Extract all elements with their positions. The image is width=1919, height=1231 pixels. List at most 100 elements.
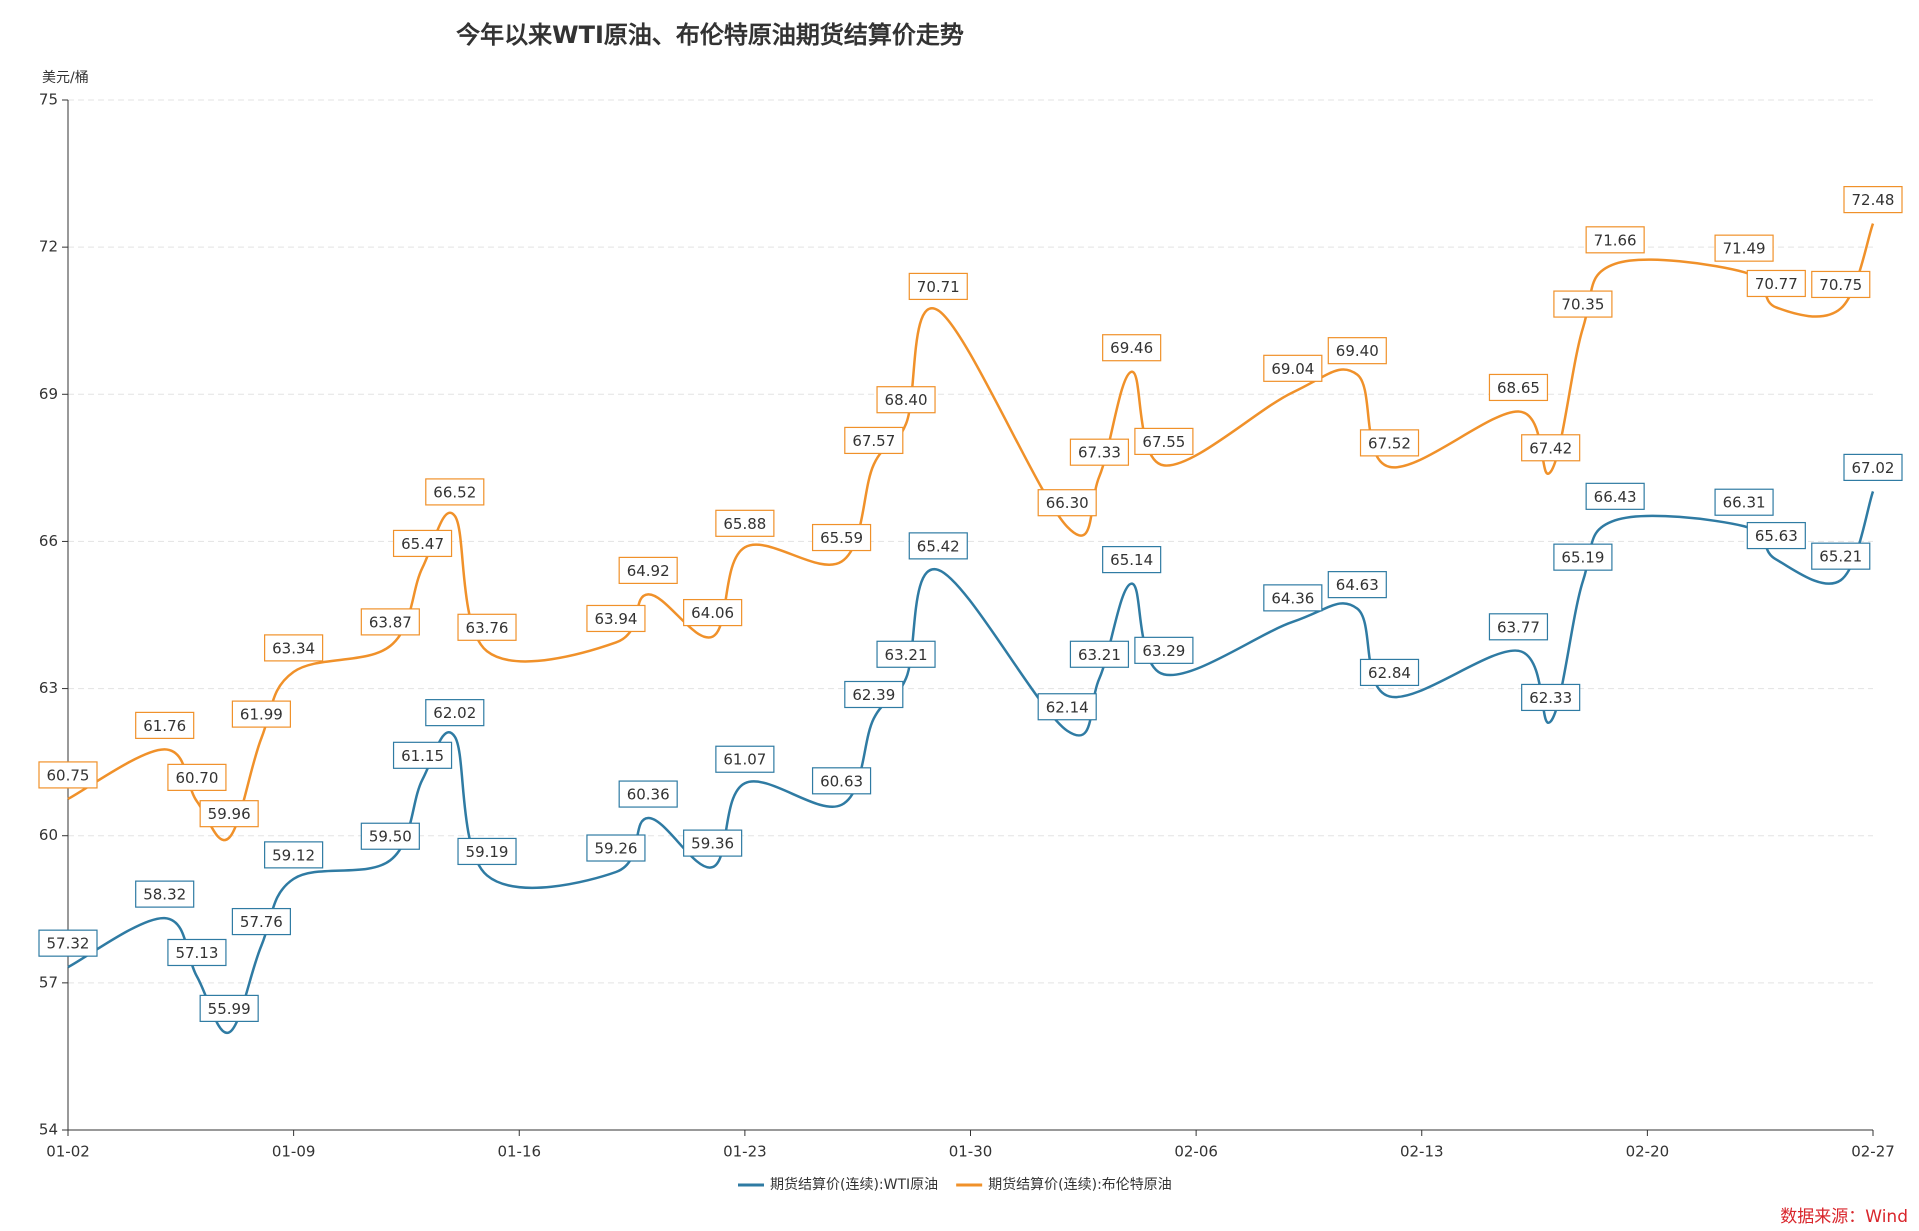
data-label-box xyxy=(425,699,485,727)
data-label: 64.92 xyxy=(627,562,670,580)
data-label: 63.21 xyxy=(1078,646,1121,664)
data-label-box xyxy=(264,634,324,662)
data-label-box xyxy=(1134,636,1194,664)
data-label-box xyxy=(392,529,453,558)
x-tick-label: 01-30 xyxy=(949,1143,993,1161)
y-tick-label: 72 xyxy=(39,238,58,256)
data-label-box xyxy=(360,822,420,850)
data-label-box xyxy=(1521,683,1581,712)
data-label: 62.02 xyxy=(433,704,476,722)
data-label-box xyxy=(38,761,98,789)
data-label: 59.12 xyxy=(272,846,315,864)
data-label: 57.13 xyxy=(175,944,218,962)
data-label: 61.76 xyxy=(143,717,186,735)
data-label: 60.75 xyxy=(47,766,90,784)
data-label: 65.42 xyxy=(917,537,960,555)
data-label: 59.19 xyxy=(466,843,509,861)
data-label-box xyxy=(1843,186,1903,214)
data-label: 59.26 xyxy=(594,840,637,858)
data-label-box xyxy=(1746,269,1806,298)
data-label: 57.76 xyxy=(240,913,283,931)
data-label-box xyxy=(199,994,259,1022)
data-label: 68.40 xyxy=(885,391,928,409)
data-label: 60.36 xyxy=(627,786,670,804)
data-label: 67.57 xyxy=(852,432,895,450)
data-label-box xyxy=(1488,613,1549,641)
data-label-box xyxy=(199,800,259,828)
data-label: 67.33 xyxy=(1078,444,1121,462)
x-tick-label: 01-09 xyxy=(272,1143,316,1161)
data-label: 59.36 xyxy=(691,835,734,853)
data-label-box xyxy=(1327,571,1387,599)
data-label-box xyxy=(1714,234,1774,262)
y-tick-label: 54 xyxy=(39,1121,58,1139)
data-label: 65.63 xyxy=(1755,527,1798,545)
data-label-box xyxy=(618,780,678,808)
data-label: 63.94 xyxy=(594,610,637,628)
data-label: 62.84 xyxy=(1368,664,1411,682)
data-label-box xyxy=(425,478,485,506)
data-label-box xyxy=(1102,334,1162,362)
data-label: 65.21 xyxy=(1819,548,1862,566)
data-label: 63.34 xyxy=(272,639,315,657)
data-label: 63.77 xyxy=(1497,618,1540,636)
series-line xyxy=(67,490,1875,1034)
data-label: 71.66 xyxy=(1594,231,1637,249)
x-tick-label: 02-13 xyxy=(1400,1143,1444,1161)
data-label-box xyxy=(1263,584,1323,612)
y-tick-label: 66 xyxy=(39,532,58,550)
data-label: 57.32 xyxy=(47,935,90,953)
data-label-box xyxy=(1585,226,1645,254)
source: 数据来源：Wind xyxy=(1780,1207,1908,1227)
data-label-box xyxy=(1714,488,1774,516)
x-tick-label: 01-23 xyxy=(723,1143,767,1161)
data-label-box xyxy=(38,929,98,957)
data-label: 55.99 xyxy=(208,1000,251,1018)
chart-title: 今年以来WTI原油、布伦特原油期货结算价走势 xyxy=(456,21,964,49)
data-label-box xyxy=(586,604,646,633)
data-label-box xyxy=(1585,482,1645,510)
data-label: 60.70 xyxy=(175,769,218,787)
data-label: 67.52 xyxy=(1368,434,1411,452)
data-label-box xyxy=(876,640,936,668)
data-label: 64.36 xyxy=(1271,589,1314,607)
data-label-box xyxy=(1359,658,1420,687)
data-label: 72.48 xyxy=(1852,191,1895,209)
data-label: 63.87 xyxy=(369,613,412,631)
legend-label: 期货结算价(连续):WTI原油 xyxy=(770,1176,938,1193)
data-label-box xyxy=(683,598,743,627)
data-label: 65.59 xyxy=(820,529,863,547)
data-label: 65.47 xyxy=(401,535,444,553)
y-tick-label: 60 xyxy=(39,826,58,844)
legend-label: 期货结算价(连续):布伦特原油 xyxy=(988,1176,1172,1193)
data-label-box xyxy=(1488,373,1549,402)
y-tick-label: 63 xyxy=(39,679,58,697)
data-label-box xyxy=(1134,427,1194,456)
data-label-box xyxy=(1359,429,1420,457)
data-label-box xyxy=(167,938,227,967)
data-label: 68.65 xyxy=(1497,379,1540,397)
data-label-box xyxy=(715,509,775,537)
data-label: 63.29 xyxy=(1142,642,1185,660)
data-label-box xyxy=(844,680,904,709)
data-label-box xyxy=(167,763,227,791)
data-label: 67.55 xyxy=(1142,433,1185,451)
data-label-box xyxy=(1069,438,1130,466)
data-label-box xyxy=(1811,542,1871,570)
data-label: 66.52 xyxy=(433,483,476,501)
data-label-box xyxy=(1263,354,1323,382)
data-label-box xyxy=(264,841,324,869)
data-label-box xyxy=(1069,640,1130,668)
data-label-box xyxy=(392,741,453,769)
data-label: 64.06 xyxy=(691,604,734,622)
x-tick-label: 01-16 xyxy=(497,1143,541,1161)
y-tick-label: 69 xyxy=(39,385,58,403)
data-label: 59.50 xyxy=(369,828,412,846)
data-label-box xyxy=(231,907,291,936)
data-label: 69.40 xyxy=(1336,342,1379,360)
data-label-box xyxy=(135,711,195,739)
data-label-box xyxy=(1553,290,1613,318)
data-label: 69.46 xyxy=(1110,339,1153,357)
data-label: 62.14 xyxy=(1046,698,1089,716)
